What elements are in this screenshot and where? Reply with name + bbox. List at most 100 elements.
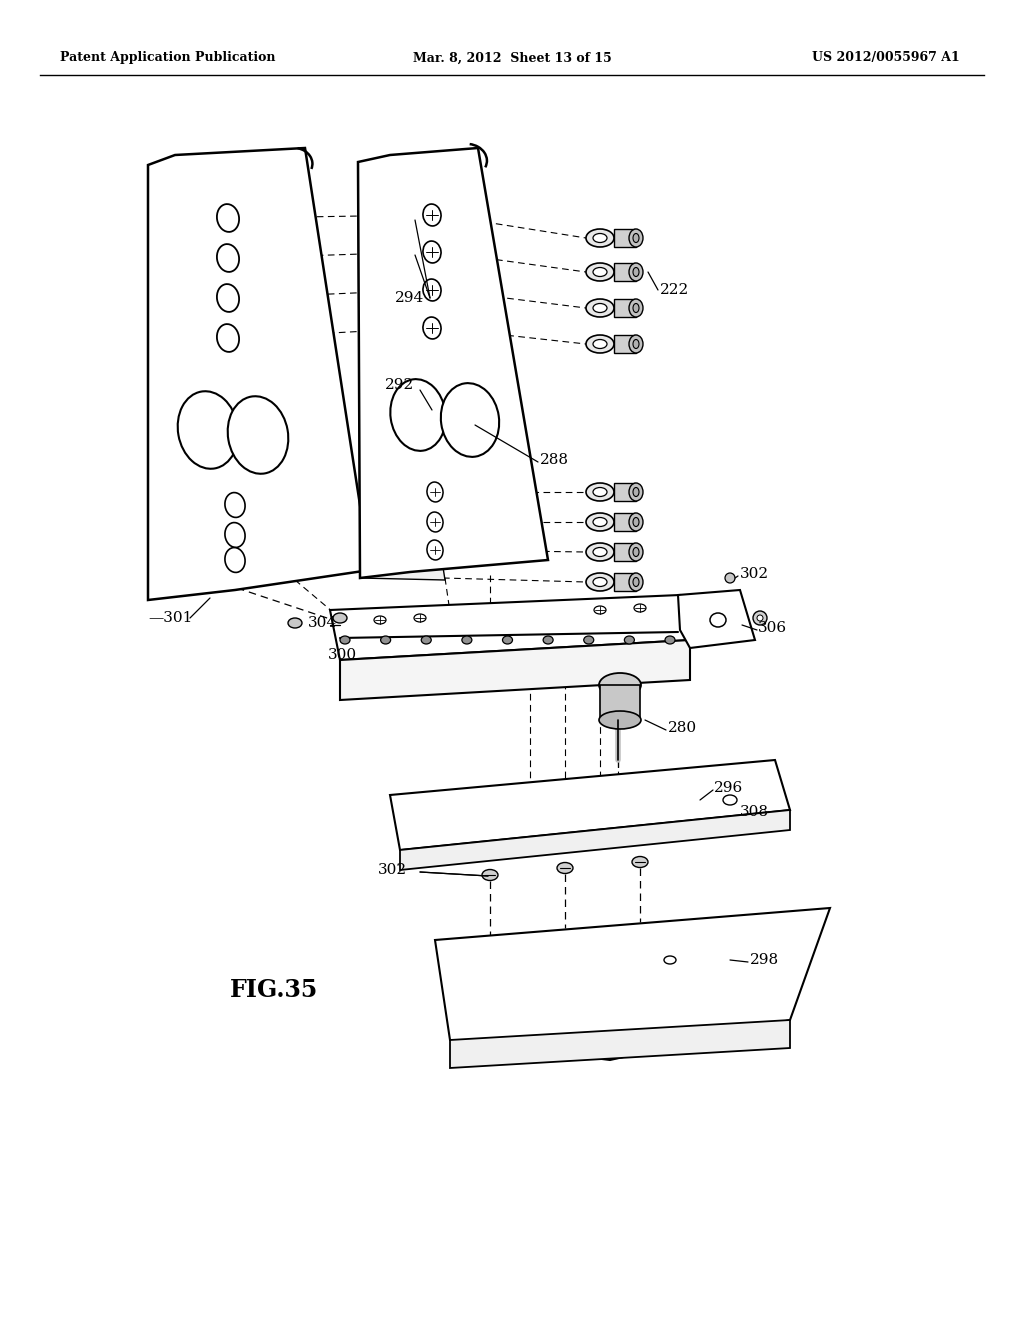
Ellipse shape: [374, 616, 386, 624]
Polygon shape: [614, 300, 636, 317]
Text: 306: 306: [758, 620, 787, 635]
Text: 308: 308: [740, 805, 769, 818]
Ellipse shape: [217, 325, 239, 352]
Ellipse shape: [427, 540, 443, 560]
Polygon shape: [678, 590, 755, 648]
Ellipse shape: [593, 548, 607, 557]
Text: 304: 304: [308, 616, 337, 630]
Ellipse shape: [593, 487, 607, 496]
Polygon shape: [600, 685, 640, 719]
Polygon shape: [148, 148, 370, 601]
Ellipse shape: [217, 284, 239, 312]
Ellipse shape: [340, 636, 350, 644]
Ellipse shape: [462, 636, 472, 644]
Ellipse shape: [421, 636, 431, 644]
Ellipse shape: [586, 483, 614, 502]
Polygon shape: [330, 595, 690, 660]
Ellipse shape: [593, 234, 607, 243]
Ellipse shape: [178, 391, 239, 469]
Polygon shape: [358, 162, 445, 579]
Polygon shape: [400, 810, 790, 870]
Ellipse shape: [414, 614, 426, 622]
Ellipse shape: [423, 317, 441, 339]
Ellipse shape: [710, 612, 726, 627]
Ellipse shape: [427, 482, 443, 502]
Polygon shape: [614, 335, 636, 352]
Text: 302: 302: [740, 568, 769, 581]
Ellipse shape: [633, 234, 639, 243]
Ellipse shape: [423, 242, 441, 263]
Polygon shape: [358, 148, 548, 578]
Ellipse shape: [381, 636, 390, 644]
Text: 280: 280: [668, 721, 697, 735]
Polygon shape: [435, 908, 830, 1060]
Polygon shape: [614, 483, 636, 502]
Ellipse shape: [586, 513, 614, 531]
Ellipse shape: [723, 795, 737, 805]
Ellipse shape: [753, 611, 767, 624]
Ellipse shape: [593, 304, 607, 313]
Polygon shape: [614, 263, 636, 281]
Ellipse shape: [217, 244, 239, 272]
Text: Patent Application Publication: Patent Application Publication: [60, 51, 275, 65]
Ellipse shape: [599, 673, 641, 697]
Polygon shape: [450, 1020, 790, 1068]
Text: 294: 294: [395, 290, 424, 305]
Polygon shape: [614, 543, 636, 561]
Text: 302: 302: [378, 863, 408, 876]
Ellipse shape: [333, 612, 347, 623]
Ellipse shape: [629, 543, 643, 561]
Ellipse shape: [482, 870, 498, 880]
Ellipse shape: [665, 636, 675, 644]
Ellipse shape: [593, 578, 607, 586]
Text: 296: 296: [714, 781, 743, 795]
Ellipse shape: [586, 300, 614, 317]
Ellipse shape: [633, 578, 639, 586]
Ellipse shape: [288, 618, 302, 628]
Text: Mar. 8, 2012  Sheet 13 of 15: Mar. 8, 2012 Sheet 13 of 15: [413, 51, 611, 65]
Ellipse shape: [633, 339, 639, 348]
Polygon shape: [614, 513, 636, 531]
Ellipse shape: [225, 492, 245, 517]
Ellipse shape: [586, 263, 614, 281]
Text: 292: 292: [385, 378, 415, 392]
Polygon shape: [390, 760, 790, 850]
Ellipse shape: [599, 711, 641, 729]
Ellipse shape: [629, 513, 643, 531]
Ellipse shape: [629, 573, 643, 591]
Ellipse shape: [390, 379, 445, 451]
Text: US 2012/0055967 A1: US 2012/0055967 A1: [812, 51, 961, 65]
Ellipse shape: [225, 548, 245, 573]
Ellipse shape: [586, 543, 614, 561]
Ellipse shape: [593, 517, 607, 527]
Polygon shape: [614, 228, 636, 247]
Text: 298: 298: [750, 953, 779, 968]
Ellipse shape: [503, 636, 512, 644]
Ellipse shape: [757, 615, 763, 620]
Ellipse shape: [586, 228, 614, 247]
Ellipse shape: [625, 636, 635, 644]
Ellipse shape: [633, 517, 639, 527]
Ellipse shape: [629, 263, 643, 281]
Ellipse shape: [633, 548, 639, 557]
Ellipse shape: [427, 512, 443, 532]
Polygon shape: [340, 640, 690, 700]
Ellipse shape: [217, 205, 239, 232]
Text: 222: 222: [660, 282, 689, 297]
Ellipse shape: [584, 636, 594, 644]
Text: 300: 300: [328, 648, 357, 663]
Ellipse shape: [633, 304, 639, 313]
Ellipse shape: [543, 636, 553, 644]
Ellipse shape: [227, 396, 289, 474]
Ellipse shape: [629, 483, 643, 502]
Ellipse shape: [725, 573, 735, 583]
Ellipse shape: [632, 857, 648, 867]
Ellipse shape: [629, 300, 643, 317]
Ellipse shape: [664, 956, 676, 964]
Ellipse shape: [594, 606, 606, 614]
Ellipse shape: [633, 268, 639, 276]
Ellipse shape: [557, 862, 573, 874]
Text: 288: 288: [540, 453, 569, 467]
Ellipse shape: [593, 268, 607, 276]
Ellipse shape: [634, 605, 646, 612]
